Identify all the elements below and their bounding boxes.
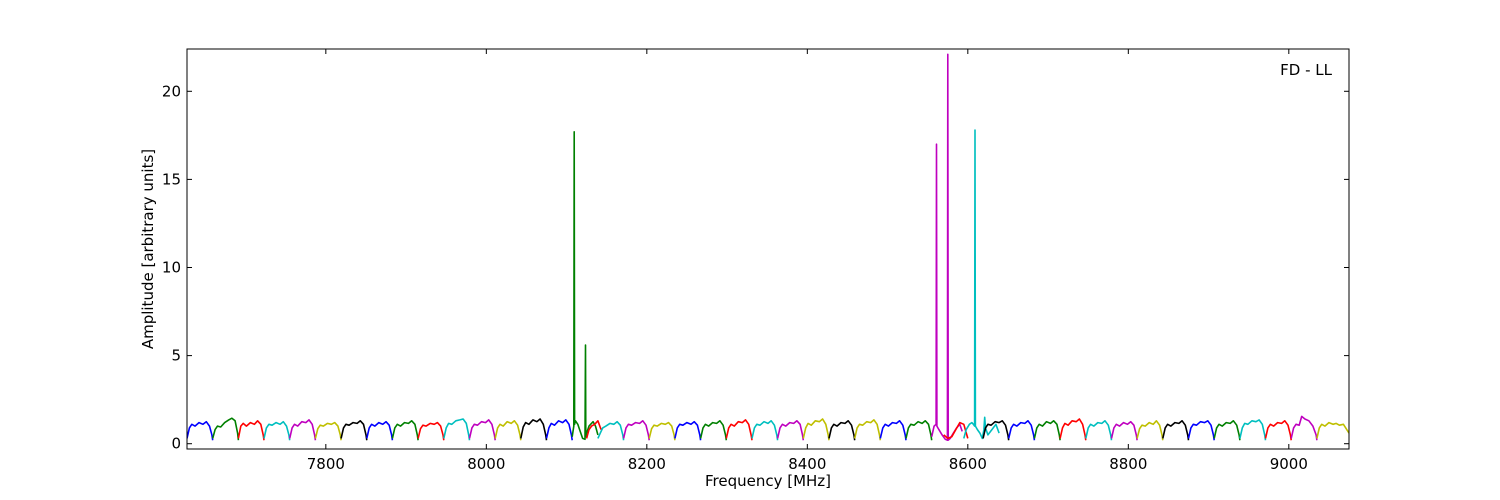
series-line-8 — [366, 420, 394, 441]
series-line-35 — [1007, 419, 1036, 441]
series-line-25 — [776, 419, 805, 441]
series-line-11 — [443, 418, 471, 441]
y-tick-label: 10 — [162, 259, 181, 277]
x-tick-label: 8800 — [1109, 455, 1147, 473]
series-line-23 — [725, 419, 753, 441]
series-line-10 — [417, 421, 445, 441]
x-axis-label: Frequency [MHz] — [705, 472, 831, 490]
series-line-2 — [211, 417, 240, 441]
series-line-38 — [1085, 419, 1113, 441]
series-line-5 — [288, 419, 317, 441]
series-line-40 — [1136, 419, 1164, 441]
series-line-17 — [585, 419, 602, 439]
series-line-15 — [545, 419, 573, 441]
y-axis-label: Amplitude [arbitrary units] — [139, 149, 157, 349]
series-line-42 — [1187, 419, 1215, 441]
series-line-18 — [597, 420, 625, 441]
series-line-1 — [187, 420, 214, 441]
series-line-33 — [963, 129, 1000, 440]
x-tick-label: 8200 — [628, 455, 666, 473]
series-line-34 — [982, 419, 1010, 441]
x-ticks: 7800 8000 8200 8400 8600 8800 9000 — [307, 49, 1308, 473]
series-line-12 — [468, 419, 496, 441]
series-line-21 — [674, 420, 702, 441]
y-tick-label: 5 — [171, 347, 181, 365]
series-line-47 — [1316, 421, 1349, 439]
plot-frame — [186, 48, 1350, 450]
series-line-45 — [1264, 419, 1292, 441]
series-line-29 — [879, 419, 907, 441]
series-line-7 — [340, 419, 368, 441]
series-line-31 — [930, 53, 963, 442]
series-line-30 — [905, 419, 933, 441]
series-line-6 — [314, 421, 342, 441]
x-tick-label: 9000 — [1270, 455, 1308, 473]
series-line-3 — [237, 419, 265, 441]
series-line-19 — [622, 419, 650, 441]
x-tick-label: 8400 — [788, 455, 826, 473]
series-layer — [187, 53, 1349, 442]
series-line-46 — [1290, 415, 1318, 441]
series-line-39 — [1110, 420, 1138, 441]
series-line-24 — [751, 419, 779, 441]
y-ticks: 0 5 10 15 20 — [162, 82, 1349, 453]
series-line-37 — [1059, 418, 1087, 441]
series-line-26 — [802, 418, 830, 441]
series-line-44 — [1239, 419, 1267, 441]
series-line-13 — [494, 419, 522, 441]
y-tick-label: 0 — [171, 435, 181, 453]
series-line-4 — [263, 420, 291, 441]
series-line-14 — [520, 418, 548, 441]
series-line-43 — [1213, 419, 1241, 441]
series-line-32 — [943, 421, 969, 440]
corner-annotation: FD - LL — [1280, 61, 1332, 79]
series-line-36 — [1033, 419, 1061, 441]
x-tick-label: 8600 — [949, 455, 987, 473]
series-line-27 — [828, 419, 856, 441]
series-line-28 — [853, 419, 882, 441]
series-line-9 — [391, 419, 419, 441]
axes-layer — [186, 48, 1350, 450]
series-line-16 — [571, 131, 599, 441]
x-tick-label: 8000 — [467, 455, 505, 473]
x-tick-label: 7800 — [307, 455, 345, 473]
y-tick-label: 20 — [162, 82, 181, 100]
series-line-22 — [699, 419, 728, 441]
series-line-41 — [1162, 419, 1190, 441]
series-line-20 — [648, 421, 676, 441]
y-tick-label: 15 — [162, 170, 181, 188]
